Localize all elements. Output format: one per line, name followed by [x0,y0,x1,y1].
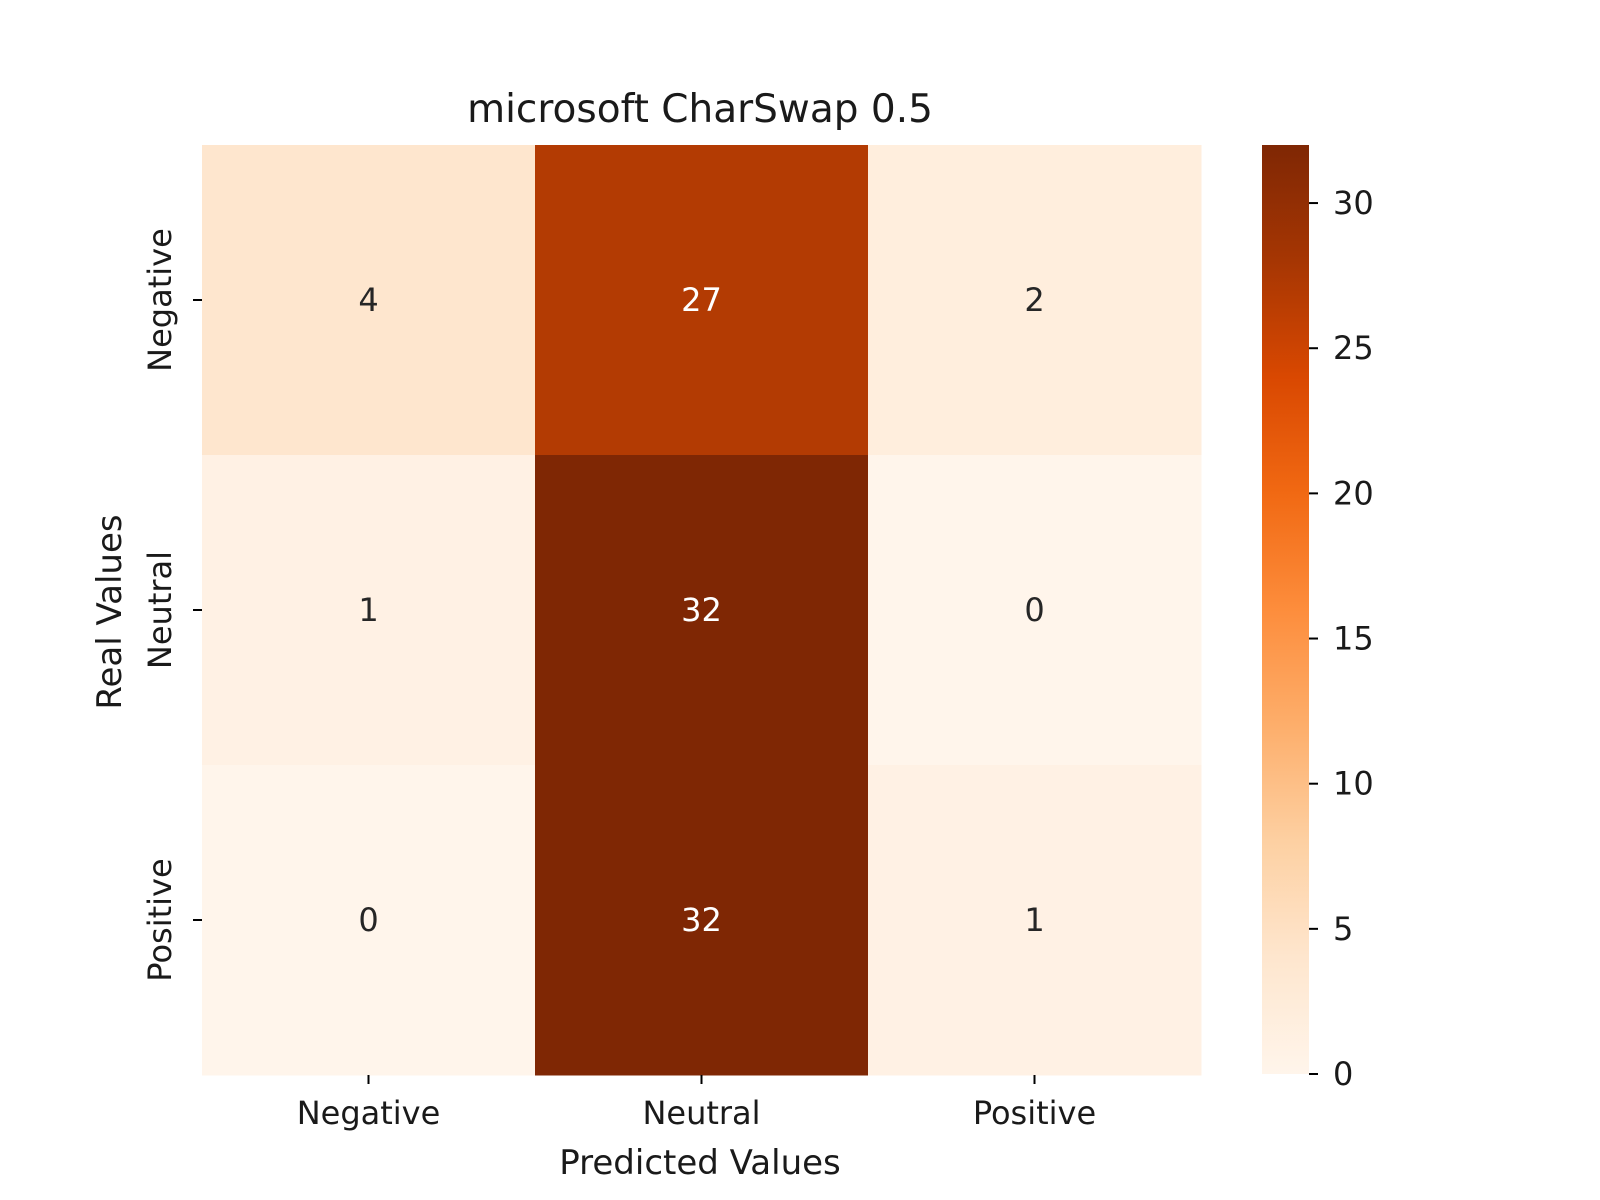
heatmap-cell [535,765,869,1076]
colorbar-tick-label: 10 [1333,765,1374,803]
x-tick-label: Negative [297,1094,441,1132]
heatmap-cell [535,455,869,766]
x-tick-label: Neutral [642,1094,760,1132]
colorbar-tick-label: 25 [1333,329,1374,367]
heatmap-cell [868,455,1202,766]
x-axis-label: Predicted Values [559,1143,841,1183]
heatmap-cell [868,765,1202,1076]
colorbar-ticks: 0 5 10 15 20 25 30 [1309,184,1374,1093]
y-tick-label: Negative [141,228,179,372]
y-axis-label: Real Values [90,514,130,709]
heatmap-cell [868,145,1202,456]
heatmap-cell [202,145,536,456]
cell-value-label: 32 [681,591,722,629]
y-tick-label: Positive [141,858,179,981]
y-tick-label: Neutral [141,551,179,669]
cell-value-label: 0 [1024,591,1044,629]
colorbar-tick-label: 5 [1333,910,1353,948]
heatmap-cell [202,765,536,1076]
heatmap-cell [535,145,869,456]
heatmap-grid: 4 27 2 1 32 0 0 32 1 [202,145,1202,1076]
colorbar-tick-label: 20 [1333,474,1374,512]
x-axis-ticks: Negative Neutral Positive [297,1075,1096,1132]
heatmap-cell [202,455,536,766]
colorbar-tick-label: 0 [1333,1055,1353,1093]
cell-value-label: 4 [358,281,378,319]
colorbar: 0 5 10 15 20 25 30 [1262,145,1374,1093]
colorbar-tick-label: 15 [1333,620,1374,658]
cell-value-label: 1 [1024,901,1044,939]
cell-value-label: 32 [681,901,722,939]
colorbar-gradient [1262,145,1309,1074]
cell-value-label: 27 [681,281,722,319]
x-tick-label: Positive [973,1094,1096,1132]
colorbar-tick-label: 30 [1333,184,1374,222]
y-axis-ticks: Negative Neutral Positive [141,228,202,982]
cell-value-label: 2 [1024,281,1044,319]
cell-value-label: 0 [358,901,378,939]
chart-title: microsoft CharSwap 0.5 [467,87,933,132]
cell-value-label: 1 [358,591,378,629]
